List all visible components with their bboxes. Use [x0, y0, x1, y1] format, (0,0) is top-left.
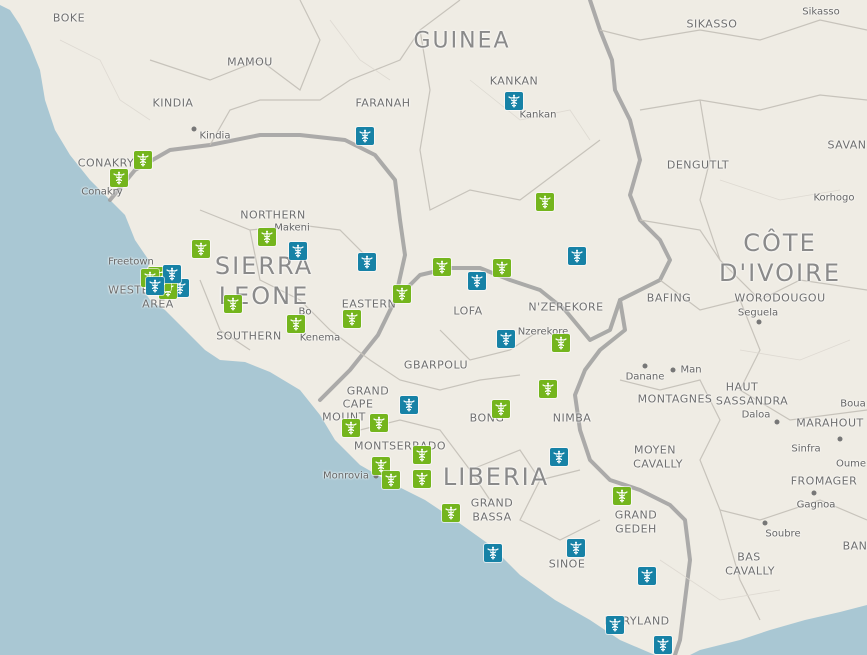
facility-marker-green[interactable]	[393, 285, 411, 303]
facility-marker-blue[interactable]	[567, 539, 585, 557]
caduceus-icon	[346, 312, 358, 326]
facility-marker-blue[interactable]	[163, 265, 181, 283]
caduceus-icon	[290, 317, 302, 331]
facility-marker-green[interactable]	[442, 504, 460, 522]
city-dot-monrovia	[373, 473, 379, 479]
facility-marker-green[interactable]	[287, 315, 305, 333]
facility-marker-blue[interactable]	[654, 636, 672, 654]
facility-marker-green[interactable]	[493, 259, 511, 277]
facility-marker-blue[interactable]	[468, 272, 486, 290]
city-dot-gagnoa	[811, 490, 817, 496]
caduceus-icon	[166, 267, 178, 281]
caduceus-icon	[641, 569, 653, 583]
caduceus-icon	[345, 421, 357, 435]
caduceus-icon	[616, 489, 628, 503]
city-dot-man	[670, 367, 676, 373]
caduceus-icon	[500, 332, 512, 346]
caduceus-icon	[149, 279, 161, 293]
caduceus-icon	[261, 230, 273, 244]
facility-marker-blue[interactable]	[568, 247, 586, 265]
caduceus-icon	[416, 448, 428, 462]
facility-marker-green[interactable]	[539, 380, 557, 398]
caduceus-icon	[375, 459, 387, 473]
caduceus-icon	[292, 244, 304, 258]
facility-marker-green[interactable]	[372, 457, 390, 475]
facility-marker-green[interactable]	[110, 169, 128, 187]
facility-marker-blue[interactable]	[484, 544, 502, 562]
facility-marker-green[interactable]	[536, 193, 554, 211]
caduceus-icon	[361, 255, 373, 269]
city-dot-seguela	[756, 319, 762, 325]
caduceus-icon	[542, 382, 554, 396]
caduceus-icon	[571, 249, 583, 263]
caduceus-icon	[471, 274, 483, 288]
minor-boundaries	[59, 19, 851, 601]
caduceus-icon	[496, 261, 508, 275]
facility-marker-green[interactable]	[413, 446, 431, 464]
facility-marker-green[interactable]	[552, 334, 570, 352]
facility-marker-blue[interactable]	[550, 448, 568, 466]
facility-marker-green[interactable]	[258, 228, 276, 246]
facility-marker-blue[interactable]	[606, 616, 624, 634]
facility-marker-green[interactable]	[382, 471, 400, 489]
caduceus-icon	[227, 297, 239, 311]
caduceus-icon	[495, 402, 507, 416]
facility-marker-green[interactable]	[134, 151, 152, 169]
facility-marker-blue[interactable]	[638, 567, 656, 585]
facility-marker-blue[interactable]	[497, 330, 515, 348]
region-borders	[149, 0, 867, 621]
facility-marker-green[interactable]	[343, 310, 361, 328]
caduceus-icon	[416, 472, 428, 486]
facility-marker-green[interactable]	[192, 240, 210, 258]
caduceus-icon	[113, 171, 125, 185]
caduceus-icon	[609, 618, 621, 632]
caduceus-icon	[555, 336, 567, 350]
caduceus-icon	[445, 506, 457, 520]
caduceus-icon	[137, 153, 149, 167]
city-dot-daloa	[774, 419, 780, 425]
facility-marker-green[interactable]	[413, 470, 431, 488]
facility-marker-blue[interactable]	[505, 92, 523, 110]
facility-marker-blue[interactable]	[356, 127, 374, 145]
city-dot-soubre	[762, 520, 768, 526]
caduceus-icon	[373, 416, 385, 430]
facility-marker-blue[interactable]	[146, 277, 164, 295]
city-dot-danane	[642, 363, 648, 369]
facility-marker-green[interactable]	[342, 419, 360, 437]
facility-marker-green[interactable]	[613, 487, 631, 505]
city-dot-kindia	[191, 126, 197, 132]
caduceus-icon	[403, 398, 415, 412]
facility-marker-blue[interactable]	[289, 242, 307, 260]
facility-marker-green[interactable]	[224, 295, 242, 313]
facility-marker-blue[interactable]	[358, 253, 376, 271]
caduceus-icon	[553, 450, 565, 464]
caduceus-icon	[396, 287, 408, 301]
caduceus-icon	[508, 94, 520, 108]
caduceus-icon	[570, 541, 582, 555]
facility-marker-green[interactable]	[370, 414, 388, 432]
caduceus-icon	[195, 242, 207, 256]
caduceus-icon	[436, 260, 448, 274]
caduceus-icon	[539, 195, 551, 209]
caduceus-icon	[657, 638, 669, 652]
city-dot-sinfra	[837, 436, 843, 442]
facility-marker-green[interactable]	[492, 400, 510, 418]
caduceus-icon	[385, 473, 397, 487]
facility-marker-blue[interactable]	[400, 396, 418, 414]
facility-marker-green[interactable]	[433, 258, 451, 276]
caduceus-icon	[359, 129, 371, 143]
caduceus-icon	[487, 546, 499, 560]
